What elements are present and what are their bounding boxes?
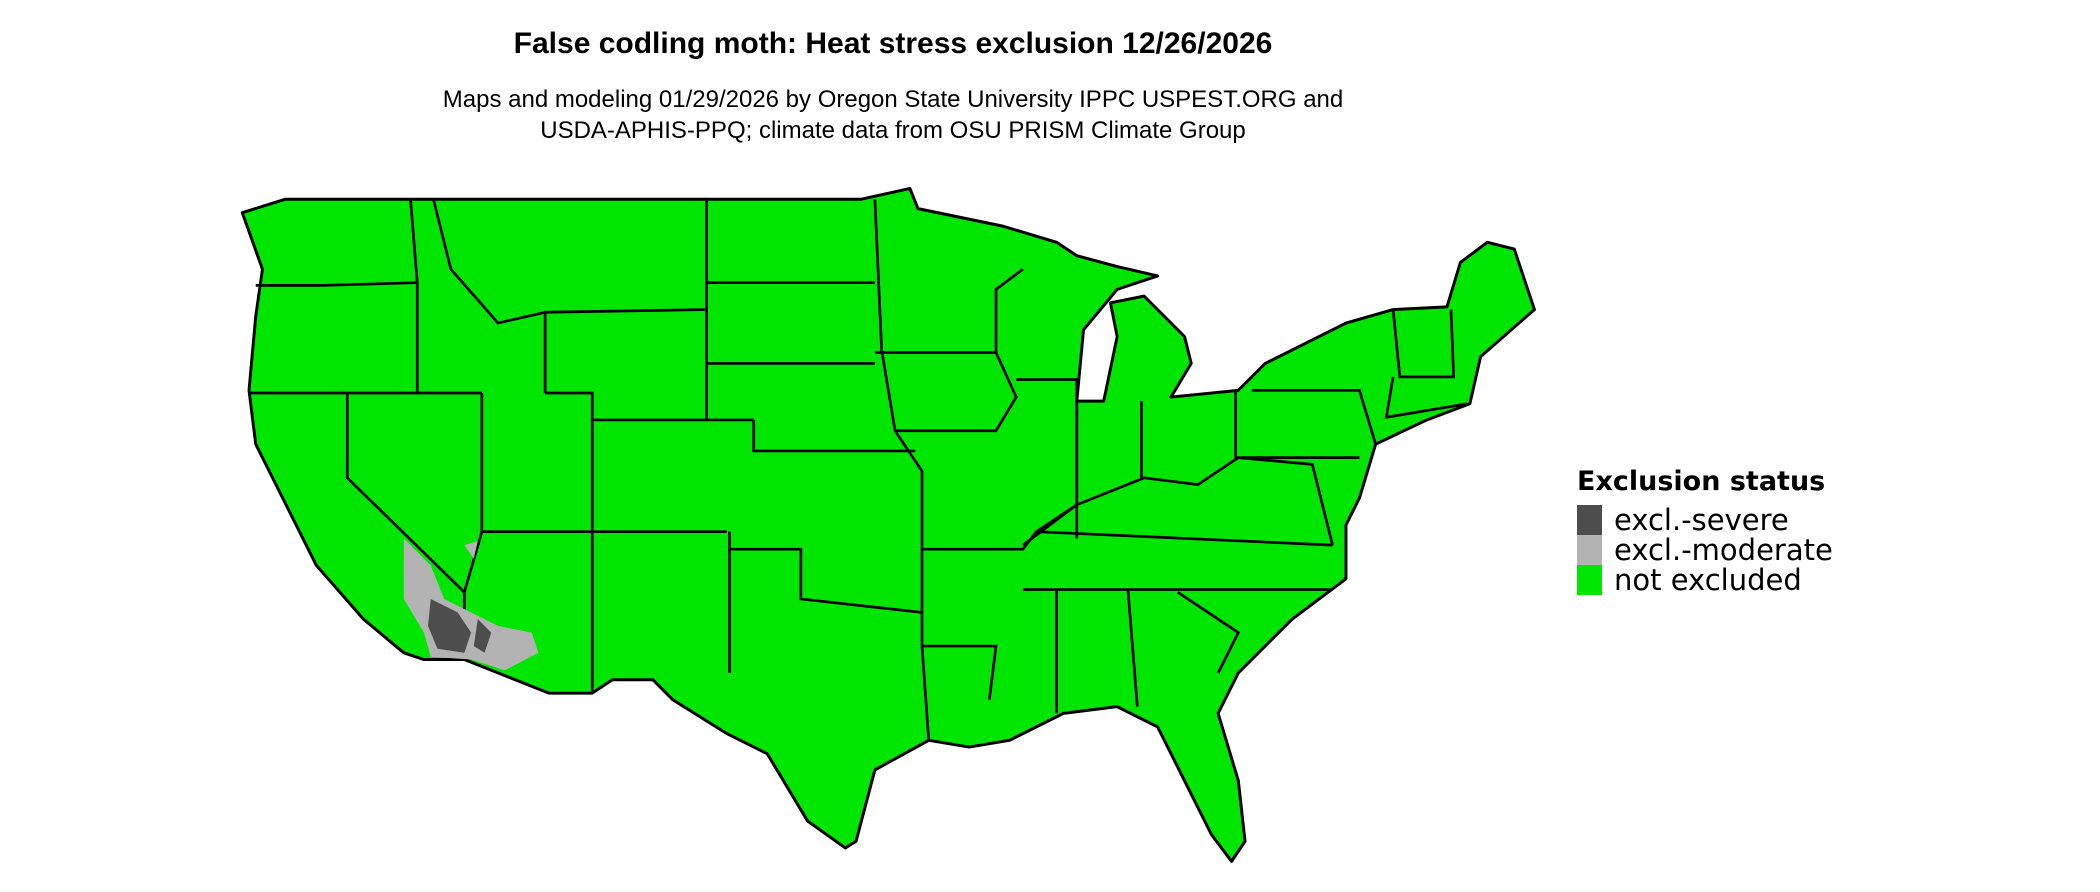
exclusion-areas bbox=[403, 538, 539, 671]
us-outline bbox=[240, 186, 1536, 863]
legend-title: Exclusion status bbox=[1577, 466, 1826, 497]
legend-label: not excluded bbox=[1614, 563, 1802, 597]
legend-swatch-severe bbox=[1577, 505, 1602, 535]
legend-item-not-excluded: not excluded bbox=[1577, 565, 1833, 595]
map-title: False codling moth: Heat stress exclusio… bbox=[513, 27, 1273, 60]
map-subtitle-line1: Maps and modeling 01/29/2026 by Oregon S… bbox=[442, 86, 1344, 113]
legend-item-moderate: excl.-moderate bbox=[1577, 535, 1833, 565]
legend: Exclusion status excl.-severe excl.-mode… bbox=[1577, 466, 1833, 595]
map-subtitle-line2: USDA-APHIS-PPQ; climate data from OSU PR… bbox=[540, 117, 1246, 144]
legend-swatch-not-excluded bbox=[1577, 565, 1602, 595]
legend-label: excl.-severe bbox=[1614, 503, 1789, 537]
legend-item-severe: excl.-severe bbox=[1577, 505, 1833, 535]
legend-swatch-moderate bbox=[1577, 535, 1602, 565]
state-borders bbox=[250, 197, 1468, 741]
legend-label: excl.-moderate bbox=[1614, 533, 1833, 567]
